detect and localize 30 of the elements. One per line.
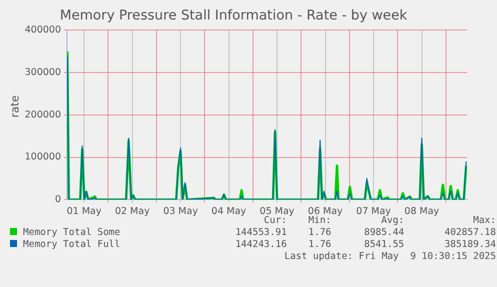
text: Avg: (381, 214, 404, 226)
text: Min: (308, 214, 332, 226)
y-tick-label: 0 (54, 194, 61, 206)
legend-label: Memory Total Full (22, 238, 122, 250)
x-tick-label: 08 May (404, 206, 440, 217)
text: 1.76 (307, 226, 332, 238)
chart-title: Memory Pressure Stall Information - Rate - by week (60, 8, 408, 24)
x-tick-label: 01 May (66, 206, 102, 217)
x-tick-label: 05 May (260, 206, 295, 217)
y-tick-label: 400000 (24, 24, 61, 36)
text: 1.76 (307, 238, 332, 250)
x-tick-label: 07 May (356, 206, 392, 217)
text: Cur: (264, 214, 287, 226)
y-tick-label: 100000 (24, 152, 61, 163)
y-axis-title: rate (8, 95, 22, 118)
x-tick-label: 06 May (308, 206, 344, 217)
text: 144553.91 (234, 226, 288, 238)
legend-label: Memory Total Some (22, 226, 122, 238)
x-tick-label: 03 May (163, 206, 198, 217)
text: 8985.44 (363, 226, 406, 238)
y-tick-label: 200000 (24, 109, 61, 120)
x-tick-label: 02 May (114, 206, 150, 217)
y-tick-label: 300000 (24, 67, 61, 78)
x-tick-label: 04 May (211, 206, 247, 217)
text: Max: (473, 214, 496, 226)
text: 385189.34 (444, 238, 497, 250)
text: 402857.18 (444, 226, 497, 238)
text: 8541.55 (363, 238, 406, 250)
text: 144243.16 (234, 238, 288, 250)
text: Last update: Fri May 9 10:30:15 2025 (283, 250, 497, 262)
